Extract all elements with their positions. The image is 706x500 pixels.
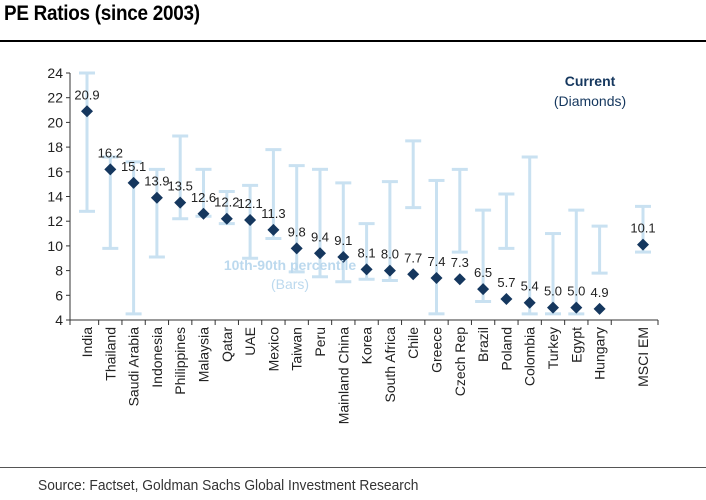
x-tick-label: MSCI EM bbox=[635, 327, 651, 387]
current-value-label: 16.2 bbox=[98, 145, 123, 160]
current-value-label: 5.0 bbox=[567, 284, 585, 299]
x-tick-label: Korea bbox=[359, 327, 375, 365]
chart-title: PE Ratios (since 2003) bbox=[4, 2, 200, 25]
current-value-label: 7.7 bbox=[404, 250, 422, 265]
current-value-label: 12.6 bbox=[191, 190, 216, 205]
x-tick-label: Mainland China bbox=[335, 327, 351, 424]
x-tick-label: Czech Rep bbox=[452, 327, 468, 396]
x-tick-label: Turkey bbox=[545, 327, 561, 369]
source-divider bbox=[0, 467, 706, 468]
x-tick-label: Malaysia bbox=[196, 327, 212, 382]
x-tick-label: Hungary bbox=[592, 327, 608, 380]
current-diamond bbox=[104, 163, 117, 176]
x-tick-label: Taiwan bbox=[289, 327, 305, 371]
y-tick-label: 6 bbox=[55, 287, 63, 303]
x-tick-label: Saudi Arabia bbox=[126, 327, 142, 407]
x-tick-label: Philippines bbox=[172, 327, 188, 395]
title-divider bbox=[0, 40, 706, 42]
y-tick-label: 16 bbox=[47, 164, 63, 180]
current-diamond bbox=[220, 212, 233, 225]
y-tick-label: 8 bbox=[55, 263, 63, 279]
current-diamond bbox=[523, 296, 536, 309]
current-value-label: 9.8 bbox=[288, 224, 306, 239]
current-diamond bbox=[637, 238, 649, 251]
x-tick-label: Egypt bbox=[568, 327, 584, 363]
y-tick-label: 4 bbox=[55, 312, 63, 328]
current-value-label: 9.1 bbox=[334, 233, 352, 248]
current-diamond bbox=[150, 191, 163, 204]
current-value-label: 5.7 bbox=[497, 275, 515, 290]
x-tick-label: Qatar bbox=[219, 327, 235, 362]
current-diamond bbox=[477, 283, 490, 296]
y-tick-label: 10 bbox=[47, 238, 63, 254]
current-diamond bbox=[360, 263, 373, 276]
current-diamond bbox=[593, 302, 606, 315]
x-tick-label: UAE bbox=[242, 327, 258, 356]
x-tick-label: Brazil bbox=[475, 327, 491, 362]
y-tick-label: 18 bbox=[47, 139, 63, 155]
current-value-label: 9.4 bbox=[311, 229, 329, 244]
current-diamond bbox=[453, 273, 466, 286]
y-tick-label: 12 bbox=[47, 213, 63, 229]
legend-range-subtitle: (Bars) bbox=[271, 276, 309, 292]
x-tick-label: Mexico bbox=[265, 327, 281, 372]
axis-layer: 4 6 8 10 12 14 16 18 20 22 24 India Thailand Saudi Ar… bbox=[47, 65, 659, 424]
current-value-label: 8.0 bbox=[381, 247, 399, 262]
current-value-label: 11.3 bbox=[261, 206, 285, 221]
current-value-label: 7.4 bbox=[427, 254, 445, 269]
current-diamond bbox=[81, 105, 93, 118]
current-value-label: 4.9 bbox=[591, 285, 609, 300]
current-diamond bbox=[500, 293, 513, 306]
y-tick-label: 14 bbox=[47, 189, 63, 205]
current-diamond bbox=[430, 272, 443, 285]
legend-layer: Current (Diamonds) 10th-90th percentile … bbox=[224, 73, 626, 292]
current-diamond bbox=[570, 301, 583, 314]
current-value-label: 5.0 bbox=[544, 284, 562, 299]
current-diamond bbox=[244, 213, 257, 226]
legend-current-subtitle: (Diamonds) bbox=[554, 93, 626, 109]
current-value-label: 8.1 bbox=[358, 245, 376, 260]
x-tick-label: Indonesia bbox=[149, 327, 165, 388]
current-value-label: 15.1 bbox=[121, 159, 146, 174]
current-diamonds-layer bbox=[81, 105, 649, 315]
current-diamond bbox=[267, 223, 280, 236]
x-tick-label: India bbox=[79, 327, 95, 358]
current-diamond bbox=[383, 264, 396, 277]
current-diamond bbox=[197, 207, 210, 220]
x-tick-label: Greece bbox=[429, 327, 445, 373]
source-note: Source: Factset, Goldman Sachs Global In… bbox=[38, 477, 419, 494]
current-diamond bbox=[547, 301, 559, 314]
y-tick-label: 22 bbox=[47, 90, 63, 106]
current-value-label: 13.5 bbox=[168, 179, 193, 194]
current-value-label: 5.4 bbox=[521, 279, 539, 294]
current-diamond bbox=[127, 176, 140, 189]
current-value-label: 20.9 bbox=[74, 87, 99, 102]
legend-current-title: Current bbox=[565, 73, 616, 89]
x-tick-label: Peru bbox=[312, 327, 328, 357]
current-value-label: 7.3 bbox=[451, 255, 469, 270]
x-tick-label: Colombia bbox=[522, 327, 538, 386]
current-diamond bbox=[290, 242, 303, 255]
current-value-label: 10.1 bbox=[630, 221, 655, 236]
x-tick-label: Chile bbox=[405, 327, 421, 359]
current-value-label: 6.5 bbox=[474, 265, 492, 280]
current-diamond bbox=[337, 251, 350, 264]
current-value-label: 12.1 bbox=[237, 196, 262, 211]
current-diamond bbox=[407, 268, 420, 281]
x-tick-label: Thailand bbox=[102, 327, 118, 381]
x-tick-label: Poland bbox=[498, 327, 514, 371]
y-tick-label: 20 bbox=[47, 114, 63, 130]
current-diamond bbox=[174, 196, 187, 209]
legend-range-title: 10th-90th percentile bbox=[224, 257, 356, 273]
y-tick-label: 24 bbox=[47, 65, 63, 81]
data-labels-layer: 20.9 16.215.113.913.512.612.212.111.39.8 9… bbox=[74, 87, 655, 300]
current-value-label: 13.9 bbox=[144, 174, 169, 189]
current-value-label: 12.2 bbox=[214, 195, 239, 210]
percentile-bars-layer bbox=[79, 71, 651, 316]
x-tick-label: South Africa bbox=[382, 327, 398, 403]
current-diamond bbox=[314, 247, 326, 260]
